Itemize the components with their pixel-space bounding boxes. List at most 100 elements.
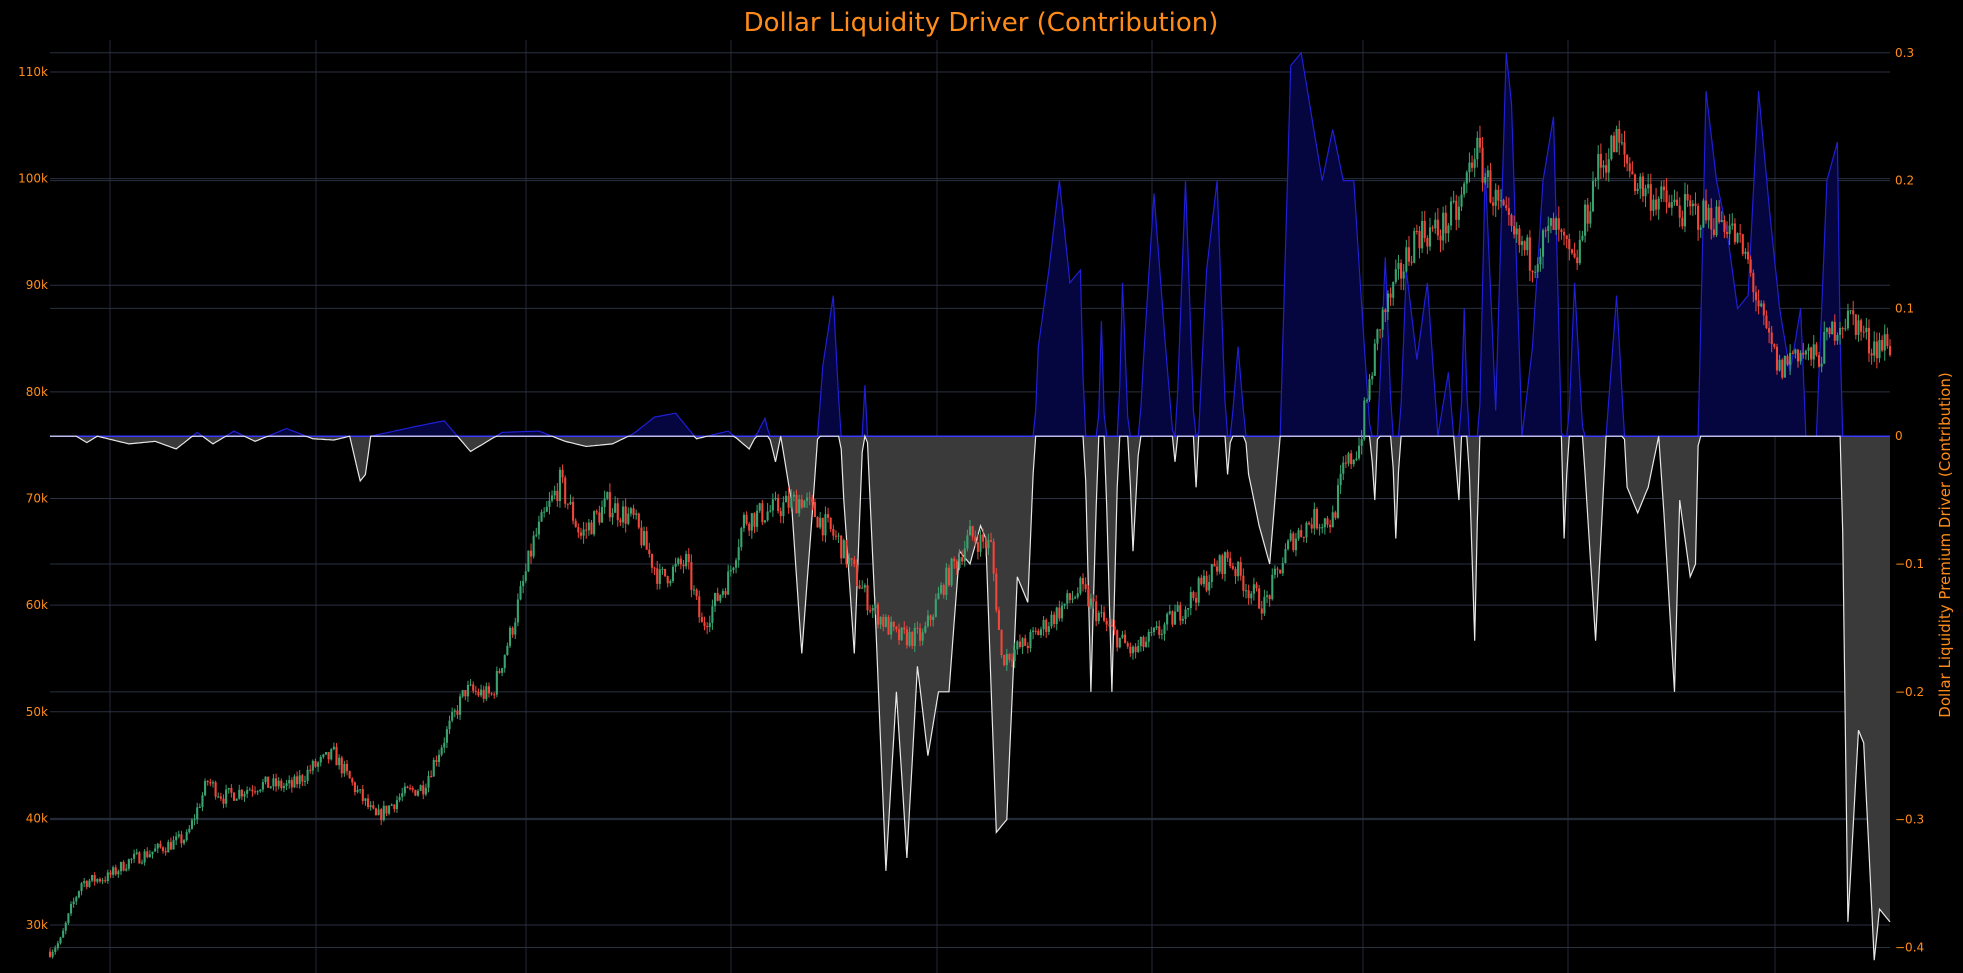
candle [782, 496, 785, 524]
candle [1775, 343, 1779, 375]
candle [101, 877, 104, 885]
candle [1363, 397, 1366, 441]
candle [1376, 328, 1379, 351]
left-tick-label: 30k [26, 918, 48, 932]
candle [432, 757, 435, 777]
candle [874, 597, 877, 615]
candle [219, 792, 222, 801]
candle [624, 498, 627, 533]
candle [62, 928, 65, 938]
candle [1200, 574, 1203, 586]
candle [1528, 230, 1531, 282]
candle [1234, 566, 1237, 585]
candle [1460, 186, 1463, 212]
candle [1013, 642, 1016, 669]
candle [1039, 626, 1043, 638]
candle [632, 504, 635, 519]
candle [1557, 206, 1560, 242]
candle [395, 795, 399, 813]
candle [267, 776, 270, 788]
candle [1342, 456, 1345, 481]
candle [1113, 620, 1116, 636]
candle [1541, 228, 1545, 269]
candle [456, 705, 459, 719]
candle [451, 707, 454, 723]
candle [359, 788, 362, 794]
candle [1573, 242, 1576, 259]
candle [1373, 338, 1376, 376]
candle [1839, 321, 1842, 345]
candle [1862, 325, 1865, 338]
candle [735, 557, 738, 574]
candle [608, 483, 611, 522]
candle [1305, 521, 1308, 543]
right-tick-label: 0 [1895, 429, 1903, 443]
candle [803, 499, 806, 508]
chart-title: Dollar Liquidity Driver (Contribution) [744, 8, 1219, 38]
candle [685, 550, 688, 570]
candle [1152, 626, 1156, 636]
candle [1649, 173, 1652, 221]
candle [1026, 642, 1029, 654]
candle [968, 519, 972, 536]
candle [1095, 594, 1098, 627]
candle [1210, 563, 1213, 589]
candle [1357, 437, 1361, 461]
candle [204, 778, 207, 797]
right-tick-label: −0.3 [1895, 813, 1924, 827]
candle [703, 616, 706, 631]
candle [1492, 196, 1495, 216]
candle [1702, 198, 1705, 228]
candle [209, 778, 212, 787]
candle [572, 496, 575, 525]
candle [1379, 329, 1382, 339]
candle [855, 559, 859, 587]
candle [88, 878, 91, 888]
candle [1087, 585, 1090, 608]
candle [1310, 517, 1313, 534]
candle [106, 869, 109, 884]
candle [1110, 619, 1113, 627]
candle [1473, 148, 1476, 178]
candle [1718, 200, 1721, 224]
candle [1365, 398, 1368, 404]
candle [1639, 173, 1642, 199]
candle [1384, 307, 1387, 323]
candle [461, 689, 464, 698]
candle [167, 839, 170, 853]
candle [921, 628, 924, 646]
candle [275, 773, 278, 792]
right-tick-label: 0.2 [1895, 174, 1914, 188]
candle [1799, 350, 1802, 365]
candle [1055, 606, 1058, 631]
candle [564, 475, 567, 508]
candle [151, 851, 154, 859]
candle [83, 877, 86, 888]
candle [356, 785, 359, 794]
candle [1336, 478, 1340, 520]
candle [459, 693, 462, 720]
candle [1875, 332, 1878, 369]
candle [1689, 195, 1692, 216]
candle [950, 557, 953, 588]
candle [1565, 235, 1568, 249]
candle [724, 587, 727, 598]
candle [1841, 326, 1844, 339]
candle [196, 802, 199, 825]
candle [280, 778, 283, 791]
candle [130, 858, 133, 864]
candle [890, 616, 893, 640]
candle [1407, 235, 1411, 267]
candle [561, 464, 564, 484]
candle [485, 682, 488, 701]
candle [1478, 125, 1481, 153]
candle [1079, 576, 1082, 596]
candle [1050, 610, 1053, 629]
candle [1197, 576, 1200, 607]
candle [1281, 557, 1284, 576]
candle [982, 528, 985, 549]
candle [1497, 185, 1500, 210]
candle [627, 507, 630, 526]
candle [1757, 289, 1760, 315]
candle [1231, 562, 1234, 571]
